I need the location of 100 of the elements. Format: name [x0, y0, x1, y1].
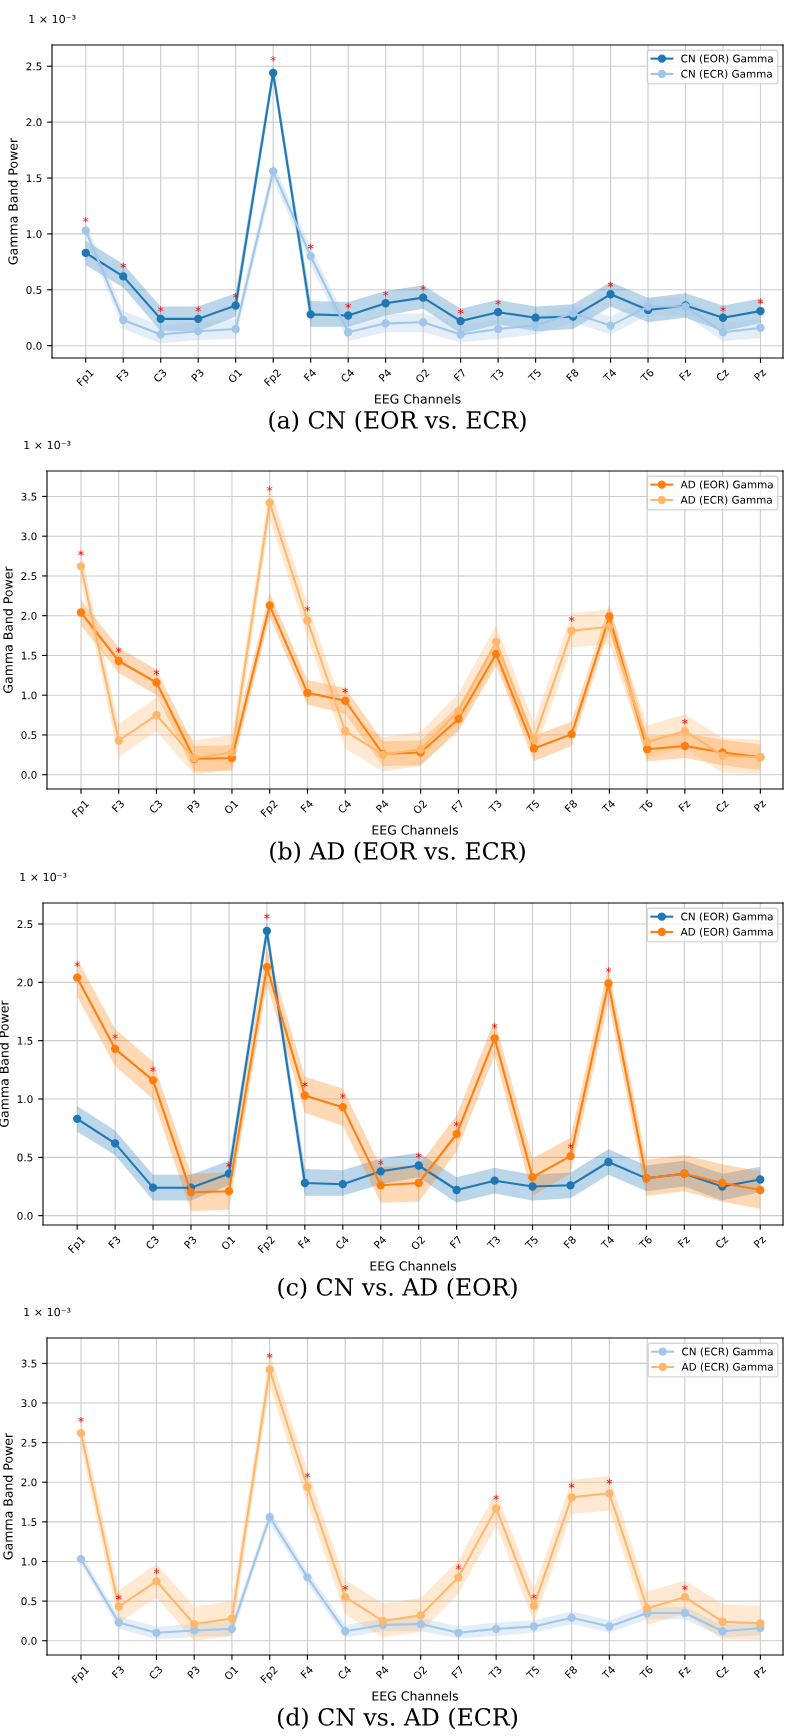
y-tick-label: 0.0: [17, 1211, 33, 1220]
x-tick-label: T4: [601, 1665, 616, 1680]
x-tick-label: T3: [488, 1665, 503, 1680]
annotation: *: [266, 485, 273, 492]
x-tick-label: F4: [297, 1235, 311, 1249]
annotation: *: [304, 1472, 311, 1479]
annotation: *: [382, 290, 389, 297]
y-tick-label: 3.0: [21, 532, 37, 541]
chart-subtitle: 1 × 10⁻³: [24, 440, 71, 450]
legend-label: CN (EOR) Gamma: [681, 54, 773, 64]
y-tick-label: 3.5: [21, 1359, 37, 1368]
x-tick-label: P3: [186, 1665, 201, 1679]
x-tick-label: F4: [300, 799, 314, 813]
y-tick-label: 3.5: [21, 492, 37, 501]
annotation: *: [455, 1564, 462, 1571]
annotation: *: [115, 647, 122, 653]
x-tick-label: T3: [488, 799, 503, 814]
x-tick-label: T3: [490, 368, 505, 383]
y-axis-title: Gamma Band Power: [3, 566, 13, 693]
x-tick-label: O2: [414, 368, 430, 384]
y-tick-label: 0.5: [21, 731, 37, 740]
x-tick-label: T6: [638, 1235, 653, 1250]
x-tick-label: Fz: [678, 368, 692, 381]
x-tick-label: C4: [337, 1665, 352, 1680]
legend-label: AD (ECR) Gamma: [681, 1362, 773, 1372]
annotation: *: [457, 308, 464, 315]
annotation: *: [420, 285, 426, 291]
annotation: *: [157, 306, 164, 313]
x-tick-label: T6: [639, 799, 654, 814]
chart-subtitle: 1 × 10⁻³: [20, 872, 67, 882]
annotation: *: [757, 298, 764, 305]
y-tick-label: 2.0: [26, 118, 42, 127]
annotation: *: [568, 616, 575, 622]
x-tick-label: C4: [334, 1235, 350, 1250]
legend-label: AD (ECR) Gamma: [680, 495, 772, 505]
y-tick-label: 2.5: [21, 572, 37, 581]
x-tick-label: T4: [600, 1235, 615, 1250]
annotation: *: [493, 1494, 499, 1501]
annotation: *: [605, 967, 612, 973]
annotation: *: [345, 302, 351, 309]
annotation: *: [453, 1121, 460, 1127]
annotation: *: [682, 718, 688, 725]
x-axis-title: EEG Channels: [372, 825, 459, 835]
x-tick-label: T5: [524, 1235, 539, 1250]
annotation: *: [495, 299, 501, 306]
x-tick-label: F7: [451, 1665, 465, 1679]
annotation: *: [304, 605, 311, 612]
annotation: *: [266, 1352, 273, 1359]
x-tick-label: P3: [183, 1235, 198, 1249]
legend-label: CN (ECR) Gamma: [682, 1347, 773, 1357]
x-tick-label: Pz: [753, 368, 767, 381]
y-axis-title: Gamma Band Power: [3, 1432, 13, 1560]
text: (c) CN vs. AD (EOR): [278, 1277, 517, 1300]
y-tick-label: 1.0: [21, 1557, 37, 1566]
annotation: *: [112, 1033, 118, 1040]
x-tick-label: P4: [378, 368, 392, 382]
x-tick-label: T6: [639, 1665, 654, 1680]
y-tick-label: 0.5: [26, 286, 42, 294]
y-tick-label: 1.5: [21, 1518, 37, 1526]
y-tick-label: 2.0: [21, 1478, 37, 1487]
annotation: *: [567, 1143, 574, 1150]
annotation: *: [342, 1584, 348, 1591]
annotation: *: [682, 1584, 688, 1591]
x-tick-label: F8: [564, 1665, 578, 1679]
y-tick-label: 0.5: [17, 1153, 33, 1162]
x-tick-label: T5: [525, 1665, 540, 1680]
x-axis-title: EEG Channels: [372, 1691, 459, 1701]
annotation: *: [307, 243, 314, 250]
annotation: *: [302, 1081, 308, 1088]
x-tick-label: Fp1: [71, 1665, 91, 1685]
x-tick-label: Fp2: [257, 1235, 277, 1255]
annotation: *: [377, 1159, 384, 1166]
x-tick-label: T4: [602, 368, 617, 383]
x-tick-label: Cz: [715, 368, 730, 383]
annotation: *: [115, 1594, 122, 1601]
x-tick-label: Fz: [678, 1665, 691, 1678]
x-tick-label: Fp1: [71, 799, 91, 819]
x-tick-label: Fp1: [76, 368, 96, 388]
x-tick-label: F8: [565, 368, 580, 382]
x-tick-label: T4: [601, 799, 616, 814]
x-tick-label: P4: [375, 799, 390, 813]
annotation: *: [531, 1593, 537, 1600]
x-tick-label: F7: [451, 799, 465, 813]
x-tick-label: F7: [449, 1235, 463, 1249]
x-tick-label: Fp2: [260, 799, 280, 819]
legend-label: CN (ECR) Gamma: [681, 69, 772, 79]
x-axis-title: EEG Channels: [375, 394, 461, 404]
annotation: *: [606, 1478, 613, 1485]
x-tick-label: Pz: [753, 1235, 767, 1248]
annotation: *: [607, 281, 614, 288]
text: (a) CN (EOR vs. ECR): [269, 410, 526, 433]
x-tick-label: Cz: [715, 1665, 729, 1680]
x-tick-label: O2: [410, 1235, 426, 1251]
x-tick-label: F3: [111, 1665, 125, 1679]
x-tick-label: Fp1: [67, 1235, 87, 1255]
y-tick-label: 2.5: [17, 920, 33, 929]
x-tick-label: Fz: [677, 1235, 691, 1248]
x-tick-label: T5: [527, 368, 542, 383]
legend-label: AD (EOR) Gamma: [680, 927, 773, 937]
x-tick-label: F4: [300, 1665, 314, 1679]
